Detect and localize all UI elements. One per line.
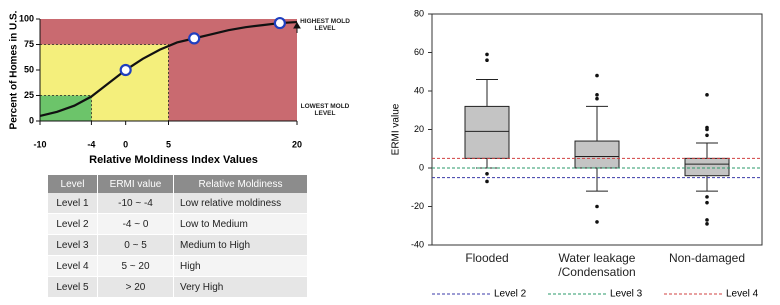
y-tick-label: -20 [411, 201, 424, 211]
outlier [705, 133, 709, 138]
column-header: Relative Moldiness [173, 175, 308, 193]
y-tick-label: 20 [414, 124, 424, 134]
curve [39, 20, 298, 117]
outlier [595, 220, 599, 224]
y-tick-label: 0 [29, 115, 34, 125]
y-tick-label: 60 [414, 47, 424, 57]
annotation: LOWEST MOLD LEVEL [300, 103, 350, 118]
x-axis-label: Relative Moldiness Index Values [89, 154, 258, 166]
box [464, 105, 510, 159]
table-cell: Low to Medium [173, 213, 308, 235]
y-axis-label: ERMI value [391, 103, 402, 155]
table-cell: Low relative moldiness [173, 193, 308, 214]
table-cell: High [173, 255, 308, 277]
y-tick-label: 50 [24, 64, 34, 74]
table-row: Level 2 -4 ~ 0 Low to Medium [48, 213, 308, 235]
table-cell: 0 ~ 5 [97, 234, 174, 256]
outlier [705, 218, 709, 222]
y-tick-label: 80 [414, 8, 424, 18]
top-arrow [293, 22, 301, 33]
y-axis-label: Percent of Homes in U.S. [9, 10, 20, 129]
annotation: HIGHEST MOLD LEVEL [300, 18, 350, 33]
y-tick-label: 25 [24, 90, 34, 100]
table-cell: > 20 [97, 276, 174, 298]
table-row: Level 1 -10 ~ -4 Low relative moldiness [48, 193, 308, 214]
y-tick-label: 100 [19, 13, 34, 23]
outlier [485, 52, 489, 57]
table-cell: 5 ~ 20 [97, 255, 174, 277]
table-cell: -10 ~ -4 [97, 193, 174, 214]
outlier [595, 96, 599, 101]
y-tick-label: 0 [419, 162, 424, 172]
x-tick-label: 0 [123, 139, 128, 149]
outlier [485, 179, 489, 184]
legend-label: Level 3 [610, 289, 643, 300]
x-tick-label: Flooded [465, 251, 509, 265]
table-cell: Level 2 [48, 213, 98, 235]
table-cell: Medium to High [173, 234, 308, 256]
outlier [705, 93, 709, 97]
x-tick-label: Non-damaged [668, 251, 746, 265]
x-tick-label: 20 [292, 139, 302, 149]
y-tick-label: -40 [411, 239, 424, 249]
x-tick-label: -10 [33, 139, 46, 149]
marker [273, 16, 286, 30]
box [684, 157, 730, 177]
outlier [485, 58, 489, 62]
outlier [705, 195, 709, 199]
outlier [595, 93, 599, 97]
y-tick-label: 75 [24, 39, 34, 49]
x-tick-label: Water leakage /Condensation [558, 251, 636, 279]
outlier [705, 200, 709, 205]
column-header: Level [48, 175, 98, 193]
box [574, 140, 620, 169]
table-cell: Level 1 [48, 193, 98, 214]
marker [119, 63, 132, 77]
outlier [705, 222, 709, 226]
table-cell: -4 ~ 0 [97, 213, 174, 235]
outlier [595, 73, 599, 78]
table-cell: Very High [173, 276, 308, 298]
table-row: Level 5 > 20 Very High [48, 276, 308, 298]
y-tick-label: 40 [414, 85, 424, 95]
column-header: ERMI value [97, 175, 174, 193]
outlier [595, 204, 599, 209]
x-tick-label: -4 [87, 139, 95, 149]
level-table: Level ERMI value Relative Moldiness Level … [48, 175, 308, 298]
x-tick-label: 5 [166, 139, 171, 149]
table-cell: Level 4 [48, 255, 98, 277]
legend-label: Level 2 [494, 289, 527, 300]
outlier [705, 125, 709, 130]
table-cell: Level 5 [48, 276, 98, 298]
table-header: Level ERMI value Relative Moldiness [48, 175, 308, 193]
table-cell: Level 3 [48, 234, 98, 256]
outlier [485, 171, 489, 176]
legend-label: Level 4 [726, 289, 759, 300]
marker [188, 32, 201, 45]
